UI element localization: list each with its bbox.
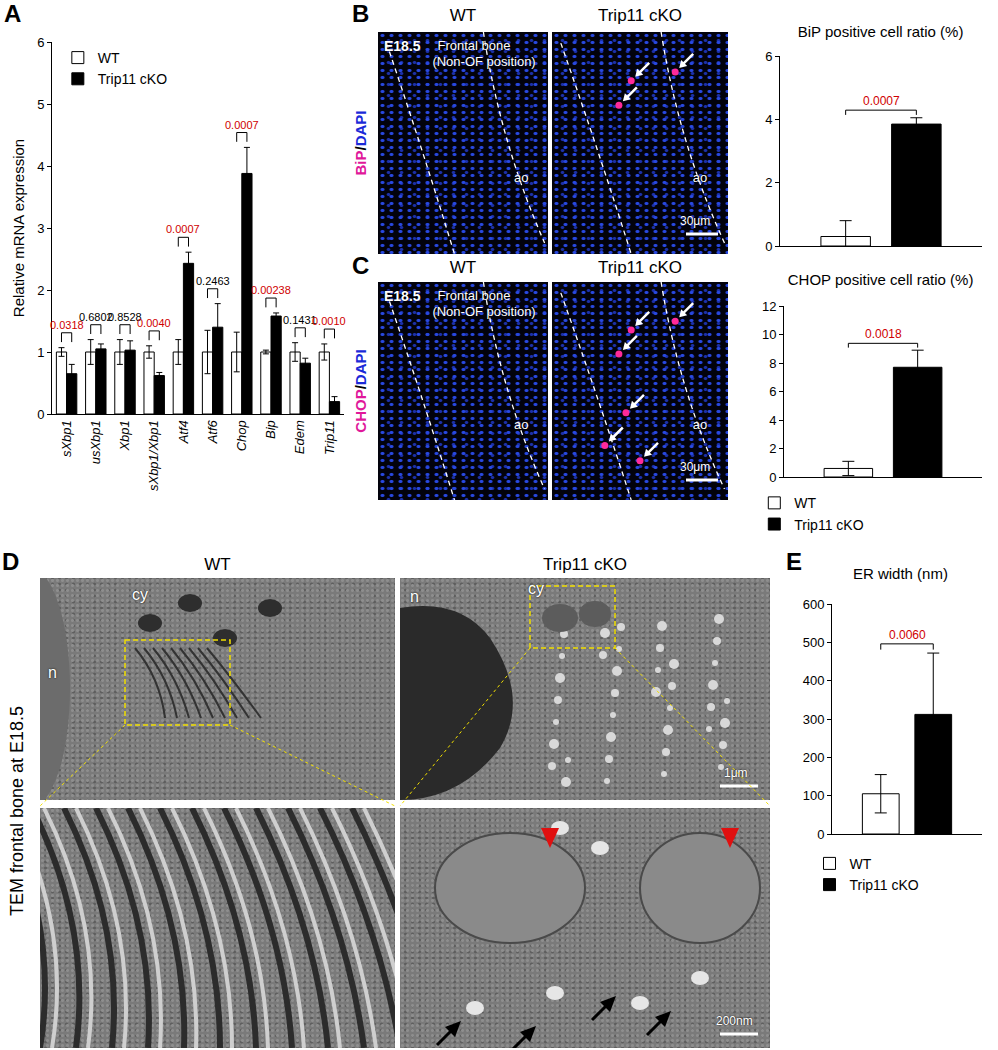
svg-text:Edem: Edem <box>292 420 307 454</box>
svg-text:usXbp1: usXbp1 <box>88 420 103 464</box>
svg-text:200: 200 <box>803 750 825 765</box>
svg-text:Xbp1: Xbp1 <box>117 420 132 451</box>
html-text:DAPI: DAPI <box>352 110 369 147</box>
svg-text:CHOP positive cell ratio (%): CHOP positive cell ratio (%) <box>788 271 974 288</box>
html-text:E18.5: E18.5 <box>384 288 421 304</box>
svg-text:WT: WT <box>850 856 872 872</box>
svg-text:6: 6 <box>37 35 44 50</box>
html-text:(Non-OF position): (Non-OF position) <box>432 54 536 69</box>
html-text:Trip11 cKO: Trip11 cKO <box>598 6 682 25</box>
svg-text:0: 0 <box>769 470 776 485</box>
svg-text:0: 0 <box>765 239 772 254</box>
svg-text:0.1431: 0.1431 <box>283 314 317 326</box>
svg-text:Relative mRNA expression: Relative mRNA expression <box>10 139 27 317</box>
html-text:E: E <box>786 548 802 575</box>
svg-text:0.2463: 0.2463 <box>196 275 230 287</box>
svg-text:0.0318: 0.0318 <box>50 319 84 331</box>
html-text:Frontal bone: Frontal bone <box>437 38 511 53</box>
html-text:(Non-OF position): (Non-OF position) <box>432 304 536 319</box>
html-text:A: A <box>4 0 22 27</box>
svg-text:12: 12 <box>762 299 776 314</box>
svg-text:0.0007: 0.0007 <box>863 94 900 108</box>
svg-text:0: 0 <box>37 407 44 422</box>
html-text:Frontal bone: Frontal bone <box>437 288 511 303</box>
svg-text:Trip11: Trip11 <box>322 420 337 455</box>
svg-text:ER width (nm): ER width (nm) <box>853 565 948 582</box>
html-text:ao: ao <box>692 169 708 185</box>
html-text:cy: cy <box>528 580 544 597</box>
svg-text:2: 2 <box>769 441 776 456</box>
html-text:WT: WT <box>204 555 231 574</box>
svg-text:WT: WT <box>794 495 816 511</box>
svg-text:0.0007: 0.0007 <box>166 223 200 235</box>
svg-text:0: 0 <box>817 827 824 842</box>
html-text:30μm: 30μm <box>680 460 711 474</box>
svg-text:0.6802: 0.6802 <box>79 311 113 323</box>
svg-text:6: 6 <box>765 49 772 64</box>
svg-text:1: 1 <box>37 345 44 360</box>
svg-text:100: 100 <box>803 788 825 803</box>
svg-text:600: 600 <box>803 597 825 612</box>
svg-text:500: 500 <box>803 635 825 650</box>
svg-text:Trip11 cKO: Trip11 cKO <box>850 877 919 893</box>
svg-text:3: 3 <box>37 221 44 236</box>
html-text:ao: ao <box>692 417 708 433</box>
svg-text:0.0060: 0.0060 <box>889 628 926 642</box>
html-text:200nm: 200nm <box>716 1014 753 1028</box>
html-text:n: n <box>48 664 57 681</box>
html-text:cy: cy <box>132 586 148 603</box>
svg-text:WT: WT <box>98 50 120 66</box>
html-text:BiP: BiP <box>352 150 369 176</box>
svg-text:4: 4 <box>769 413 776 428</box>
svg-text:4: 4 <box>37 159 44 174</box>
html-text:DAPI: DAPI <box>352 349 369 386</box>
html-text:WT: WT <box>449 6 477 25</box>
html-text:Trip11 cKO: Trip11 cKO <box>598 258 682 277</box>
svg-text:Atf4: Atf4 <box>176 420 191 444</box>
svg-text:0.8528: 0.8528 <box>108 311 142 323</box>
svg-text:2: 2 <box>765 175 772 190</box>
html-text:WT: WT <box>449 258 477 277</box>
html-text:B: B <box>352 0 370 27</box>
html-text:C: C <box>352 252 370 279</box>
html-text:D: D <box>2 548 20 575</box>
html-text:ao: ao <box>514 417 529 433</box>
html-text:CHOP: CHOP <box>352 389 369 433</box>
svg-text:0.0007: 0.0007 <box>225 119 259 131</box>
svg-text:0.0040: 0.0040 <box>137 317 171 329</box>
svg-text:6: 6 <box>769 384 776 399</box>
svg-text:0.0018: 0.0018 <box>865 327 902 341</box>
svg-text:300: 300 <box>803 712 825 727</box>
svg-text:sXbp1/Xbp1: sXbp1/Xbp1 <box>146 420 161 491</box>
svg-text:Chop: Chop <box>234 420 249 451</box>
html-text:30μm: 30μm <box>680 214 711 228</box>
svg-text:sXbp1: sXbp1 <box>59 420 74 457</box>
svg-text:0.00238: 0.00238 <box>251 284 291 296</box>
svg-text:BiP positive cell ratio (%): BiP positive cell ratio (%) <box>798 23 964 40</box>
html-text:n: n <box>410 588 419 605</box>
html-text:1μm: 1μm <box>724 766 748 780</box>
svg-text:Trip11 cKO: Trip11 cKO <box>794 517 863 533</box>
svg-text:8: 8 <box>769 356 776 371</box>
svg-text:2: 2 <box>37 283 44 298</box>
html-text:ao: ao <box>514 169 529 185</box>
svg-text:400: 400 <box>803 673 825 688</box>
svg-text:Bip: Bip <box>263 420 278 439</box>
svg-text:0.0010: 0.0010 <box>312 315 346 327</box>
html-text:Trip11 cKO: Trip11 cKO <box>543 555 627 574</box>
svg-text:Atf6: Atf6 <box>205 419 220 444</box>
svg-text:10: 10 <box>762 327 776 342</box>
svg-text:Trip11 cKO: Trip11 cKO <box>98 71 167 87</box>
svg-text:5: 5 <box>37 97 44 112</box>
svg-text:4: 4 <box>765 112 772 127</box>
html-text:E18.5: E18.5 <box>384 38 421 54</box>
html-text:TEM frontal bone at E18.5: TEM frontal bone at E18.5 <box>7 705 27 917</box>
